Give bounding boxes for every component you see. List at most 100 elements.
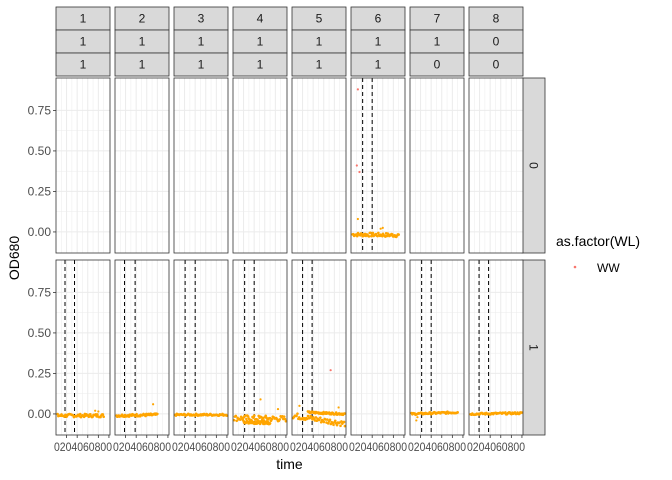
panel-background (351, 260, 405, 435)
column-strip-cell (55, 52, 111, 77)
data-point (343, 424, 347, 428)
data-point (270, 417, 274, 421)
y-tick-label: 0.50 (28, 144, 52, 158)
column-strip-label: 0 (493, 58, 500, 72)
column-strip-cell (232, 52, 288, 77)
data-point (367, 235, 371, 238)
panel-border (409, 259, 465, 436)
legend-title: as.factor(WL) (556, 233, 640, 249)
row-strip-label: 0 (527, 162, 541, 169)
x-axis-title: time (276, 456, 303, 472)
row-strip-label: 1 (527, 344, 541, 351)
data-point (252, 416, 255, 420)
data-point (101, 413, 105, 416)
data-point (283, 417, 287, 421)
data-point (339, 424, 342, 428)
panel-background (233, 260, 287, 435)
panel-background (56, 78, 110, 253)
data-point (284, 419, 288, 423)
column-strip-label: 5 (316, 12, 323, 26)
data-point (87, 415, 91, 419)
facet-panel (55, 259, 111, 436)
column-strip-label: 1 (375, 35, 382, 49)
data-point (252, 414, 256, 417)
column-strip-label: 1 (80, 35, 87, 49)
panel-border (468, 77, 524, 254)
panel-border (114, 259, 170, 436)
column-strip-label: 1 (198, 35, 205, 49)
data-point (296, 412, 299, 415)
data-point (258, 422, 262, 426)
data-point (97, 410, 100, 413)
data-point (356, 217, 359, 221)
facet-panel (232, 77, 288, 254)
x-tick-labels: 0204060800 (54, 440, 112, 454)
data-point (397, 233, 400, 236)
column-strip-label: 6 (375, 12, 382, 26)
facet-panel (232, 259, 288, 436)
panel-border (350, 77, 406, 254)
data-point (102, 415, 105, 419)
facet-panel (350, 77, 406, 254)
data-point (379, 227, 382, 230)
x-tick-labels: 0204060800 (172, 440, 230, 454)
data-point (456, 411, 459, 414)
x-tick-labels: 0204060800 (231, 440, 289, 454)
panel-background (115, 78, 169, 253)
data-point (238, 418, 242, 421)
panel-border (468, 259, 524, 436)
facet-panel (468, 77, 524, 254)
panel-background (115, 260, 169, 435)
data-point (371, 231, 375, 235)
y-tick-label: 0.50 (28, 326, 52, 340)
legend-label-ww: WW (597, 261, 620, 275)
data-point (342, 420, 346, 424)
x-axis-layer: 0204060800 0204060800 0204060800 0204060800… (54, 435, 525, 454)
column-strip-label: 1 (198, 58, 205, 72)
facet-panel (114, 259, 170, 436)
data-point (337, 406, 340, 409)
panel-background (174, 260, 228, 435)
data-point (520, 411, 524, 414)
panel-border (173, 259, 229, 436)
panel-background (410, 78, 464, 253)
panel-border (409, 77, 465, 254)
y-axis-title: OD680 (6, 236, 22, 281)
data-point (355, 234, 359, 238)
data-point (329, 369, 332, 372)
data-point (235, 419, 238, 423)
column-strip-cell (350, 52, 406, 77)
data-point (356, 88, 359, 91)
data-point (276, 407, 280, 411)
data-point (259, 398, 262, 401)
data-point (156, 412, 159, 416)
data-point (335, 423, 339, 427)
x-tick-labels: 0204060800 (349, 440, 407, 454)
data-point (295, 414, 298, 418)
facet-panel (409, 259, 465, 436)
data-point (343, 412, 347, 415)
data-point (282, 415, 286, 418)
column-strip-label: 1 (139, 58, 146, 72)
panel-background (174, 78, 228, 253)
panel-background (469, 260, 523, 435)
facet-panel (173, 77, 229, 254)
legend: as.factor(WL) WW (556, 233, 640, 275)
data-point (234, 414, 238, 418)
facet-panel (409, 77, 465, 254)
data-point (416, 416, 419, 419)
panel-background (410, 260, 464, 435)
data-point (246, 415, 250, 418)
column-strip-cell (173, 52, 229, 77)
facet-panel (291, 77, 347, 254)
y-tick-label: 0.00 (28, 407, 52, 421)
data-point (225, 414, 229, 417)
data-point (89, 412, 92, 416)
panel-background (233, 78, 287, 253)
data-point (232, 418, 236, 422)
facet-panel (173, 259, 229, 436)
data-point (381, 226, 384, 229)
facet-panel (55, 77, 111, 254)
data-point (415, 419, 418, 422)
